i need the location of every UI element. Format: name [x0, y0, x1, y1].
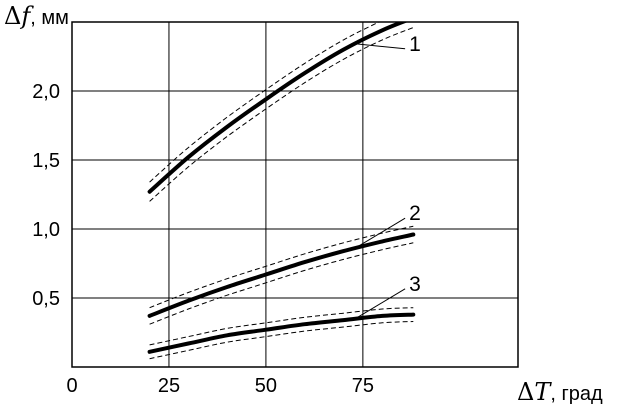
series-2-leader — [354, 217, 406, 249]
x-axis-delta: Δ — [517, 378, 534, 406]
x-tick-label: 0 — [66, 375, 77, 397]
x-tick-label: 25 — [158, 375, 180, 397]
series-1-leader — [355, 43, 406, 50]
x-axis-symbol: T — [534, 378, 552, 406]
series-2-confidence-band — [149, 225, 414, 309]
y-axis-label: Δf, мм — [4, 2, 69, 30]
series-3-line — [147, 312, 416, 354]
y-tick-label: 0,5 — [32, 288, 60, 310]
y-tick-label: 1,5 — [32, 150, 60, 172]
series-3 — [147, 307, 416, 360]
series-2-confidence-band — [149, 242, 414, 325]
series-3-confidence-band — [149, 321, 414, 360]
y-tick-label: 1,0 — [32, 219, 60, 241]
series-2-label: 2 — [409, 202, 421, 225]
curve-labels: 1 2 3 — [354, 33, 421, 320]
x-tick-label: 50 — [255, 375, 277, 397]
y-axis-delta: Δ — [4, 2, 21, 30]
series-3-confidence-band — [149, 307, 414, 346]
series-1-line — [147, 22, 409, 194]
y-axis-unit: , мм — [30, 7, 69, 29]
series-3-label: 3 — [409, 273, 421, 296]
series-2-line — [147, 232, 416, 318]
x-tick-labels: 0 25 50 75 — [66, 375, 374, 397]
plot-frame — [71, 21, 519, 368]
series-1-confidence-band — [149, 27, 414, 202]
y-tick-label: 2,0 — [32, 81, 60, 103]
series-layer — [147, 22, 416, 360]
x-tick-label: 75 — [352, 375, 374, 397]
x-axis-label: ΔT, град — [517, 378, 603, 406]
series-1 — [147, 22, 414, 202]
x-axis-unit: , град — [550, 383, 603, 405]
series-1-label: 1 — [409, 33, 421, 56]
grid — [72, 22, 518, 367]
series-1-confidence-band — [149, 22, 381, 183]
y-tick-labels: 0,5 1,0 1,5 2,0 — [32, 81, 60, 310]
series-3-leader — [354, 288, 406, 320]
